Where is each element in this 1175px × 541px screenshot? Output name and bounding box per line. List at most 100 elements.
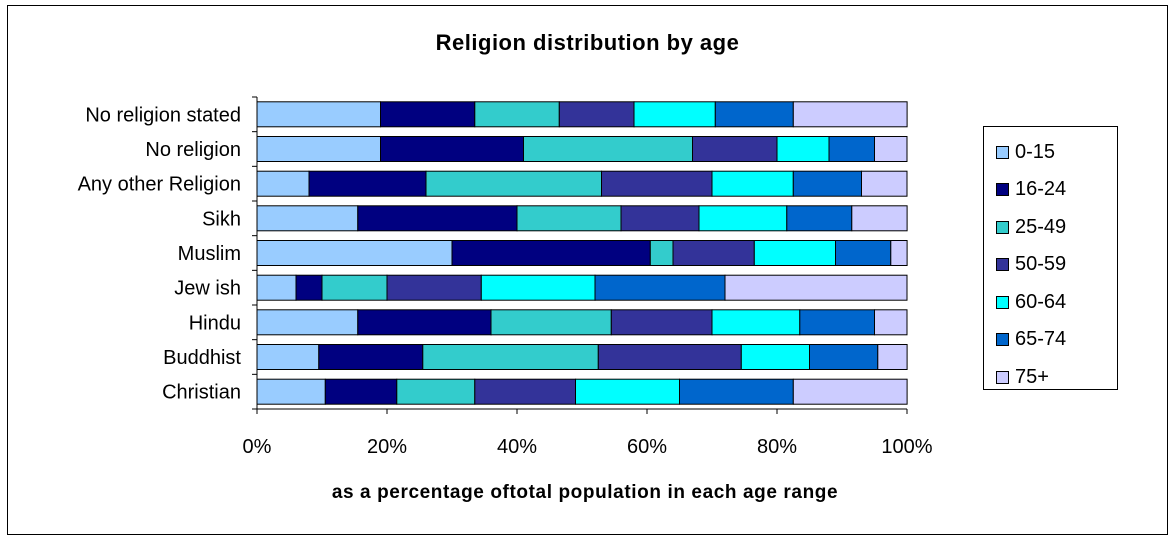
bar-segment-0-6	[792, 101, 908, 128]
bar-segment-8-0	[256, 378, 326, 405]
legend-item: 25-49	[996, 215, 1066, 239]
bar-segment-3-0	[256, 205, 359, 232]
legend-label: 60-64	[1015, 290, 1067, 313]
bar-segment-4-5	[835, 240, 892, 266]
legend-item: 75+	[996, 365, 1049, 389]
bar-segment-7-2	[422, 344, 599, 370]
bar-segment-1-4	[776, 136, 830, 162]
category-label: No religion stated	[85, 104, 241, 126]
legend: 0-15 16-24 25-49 50-59 60-64 65-74 75+	[983, 126, 1118, 390]
bar-segment-8-4	[575, 378, 680, 405]
bar-segment-3-2	[516, 205, 622, 232]
legend-swatch	[996, 258, 1009, 271]
x-tick-label: 100%	[881, 436, 932, 458]
legend-label: 65-74	[1015, 328, 1067, 350]
bar-segment-8-3	[474, 378, 577, 405]
bar-segment-7-1	[318, 344, 424, 370]
bar-segment-7-3	[597, 344, 742, 370]
category-label: No religion	[145, 139, 241, 161]
chart-frame	[7, 5, 1168, 535]
bar-segment-7-5	[809, 344, 879, 370]
category-label: Sikh	[202, 208, 241, 230]
bar-segment-3-3	[620, 205, 700, 232]
bar-segment-7-6	[877, 344, 908, 370]
bar-segment-0-5	[714, 101, 794, 128]
bar-segment-2-1	[308, 170, 427, 197]
chart-title: Religion distribution by age	[435, 30, 740, 55]
bar-segment-4-4	[753, 240, 837, 266]
category-label: Buddhist	[163, 347, 241, 369]
bar-segment-5-3	[386, 274, 482, 301]
bar-segment-0-3	[558, 101, 635, 128]
bar-segment-6-2	[490, 309, 612, 336]
bar-segment-2-0	[256, 170, 310, 197]
bar-segment-1-1	[380, 136, 524, 162]
legend-swatch	[996, 295, 1009, 309]
bar-segment-6-5	[799, 309, 876, 336]
bar-segment-2-4	[711, 170, 794, 197]
bar-segment-3-4	[698, 205, 788, 232]
legend-item: 50-59	[996, 253, 1066, 277]
category-label: Hindu	[189, 312, 241, 334]
bar-segment-5-1	[295, 274, 323, 301]
legend-item: 0-15	[996, 140, 1055, 164]
legend-label: 25-49	[1015, 215, 1067, 238]
x-tick-label: 80%	[757, 436, 797, 458]
legend-swatch	[996, 370, 1009, 384]
bars-group	[256, 101, 908, 405]
legend-swatch	[996, 145, 1009, 159]
category-label: Jew ish	[174, 278, 241, 300]
bar-segment-1-5	[828, 136, 875, 162]
bar-segment-6-1	[357, 309, 492, 336]
legend-label: 50-59	[1015, 253, 1067, 275]
legend-label: 16-24	[1015, 178, 1067, 200]
category-label: Muslim	[178, 243, 241, 265]
bar-segment-3-6	[851, 205, 908, 232]
bar-segment-0-2	[474, 101, 560, 128]
bar-segment-8-2	[396, 378, 476, 405]
bar-segment-8-6	[792, 378, 908, 405]
bar-segment-5-0	[256, 274, 297, 301]
bar-segment-5-4	[480, 274, 596, 301]
bar-segment-1-3	[692, 136, 778, 162]
bar-segment-6-3	[610, 309, 713, 336]
legend-label: 0-15	[1015, 140, 1056, 163]
bar-segment-7-4	[740, 344, 811, 370]
bar-segment-0-4	[633, 101, 716, 128]
bar-segment-6-4	[711, 309, 801, 336]
bar-segment-1-2	[523, 136, 693, 162]
bar-segment-5-5	[594, 274, 726, 301]
bar-segment-5-6	[724, 274, 908, 301]
bar-segment-6-6	[874, 309, 908, 336]
x-tick-label: 0%	[243, 436, 272, 458]
bar-segment-4-3	[672, 240, 755, 266]
bar-segment-2-2	[425, 170, 602, 197]
bar-segment-8-5	[679, 378, 794, 405]
legend-label: 75+	[1015, 365, 1049, 388]
legend-swatch	[996, 220, 1009, 234]
legend-swatch	[996, 333, 1009, 346]
x-tick-label: 60%	[627, 436, 667, 458]
bar-segment-6-0	[256, 309, 359, 336]
bar-segment-2-6	[861, 170, 908, 197]
bar-segment-7-0	[256, 344, 320, 370]
tick-labels-group: 0% 20% 40% 60% 80% 100%	[243, 436, 933, 458]
legend-item: 65-74	[996, 328, 1066, 352]
bar-segment-4-6	[890, 240, 908, 266]
legend-item: 16-24	[996, 178, 1066, 202]
x-tick-label: 20%	[367, 436, 407, 458]
bar-segment-5-2	[321, 274, 388, 301]
bar-segment-3-1	[357, 205, 518, 232]
bar-segment-8-1	[324, 378, 398, 405]
bar-segment-2-5	[792, 170, 863, 197]
bar-segment-0-1	[380, 101, 476, 128]
bar-segment-1-6	[874, 136, 908, 162]
legend-item: 60-64	[996, 290, 1066, 314]
category-label: Any other Religion	[78, 174, 241, 196]
axes-group	[252, 96, 908, 414]
bar-segment-1-0	[256, 136, 381, 162]
x-axis-label: as a percentage oftotal population in ea…	[331, 482, 839, 503]
bar-segment-4-0	[256, 240, 453, 266]
category-labels-group: No religion stated No religion Any other R…	[78, 104, 242, 403]
bar-segment-3-5	[786, 205, 853, 232]
